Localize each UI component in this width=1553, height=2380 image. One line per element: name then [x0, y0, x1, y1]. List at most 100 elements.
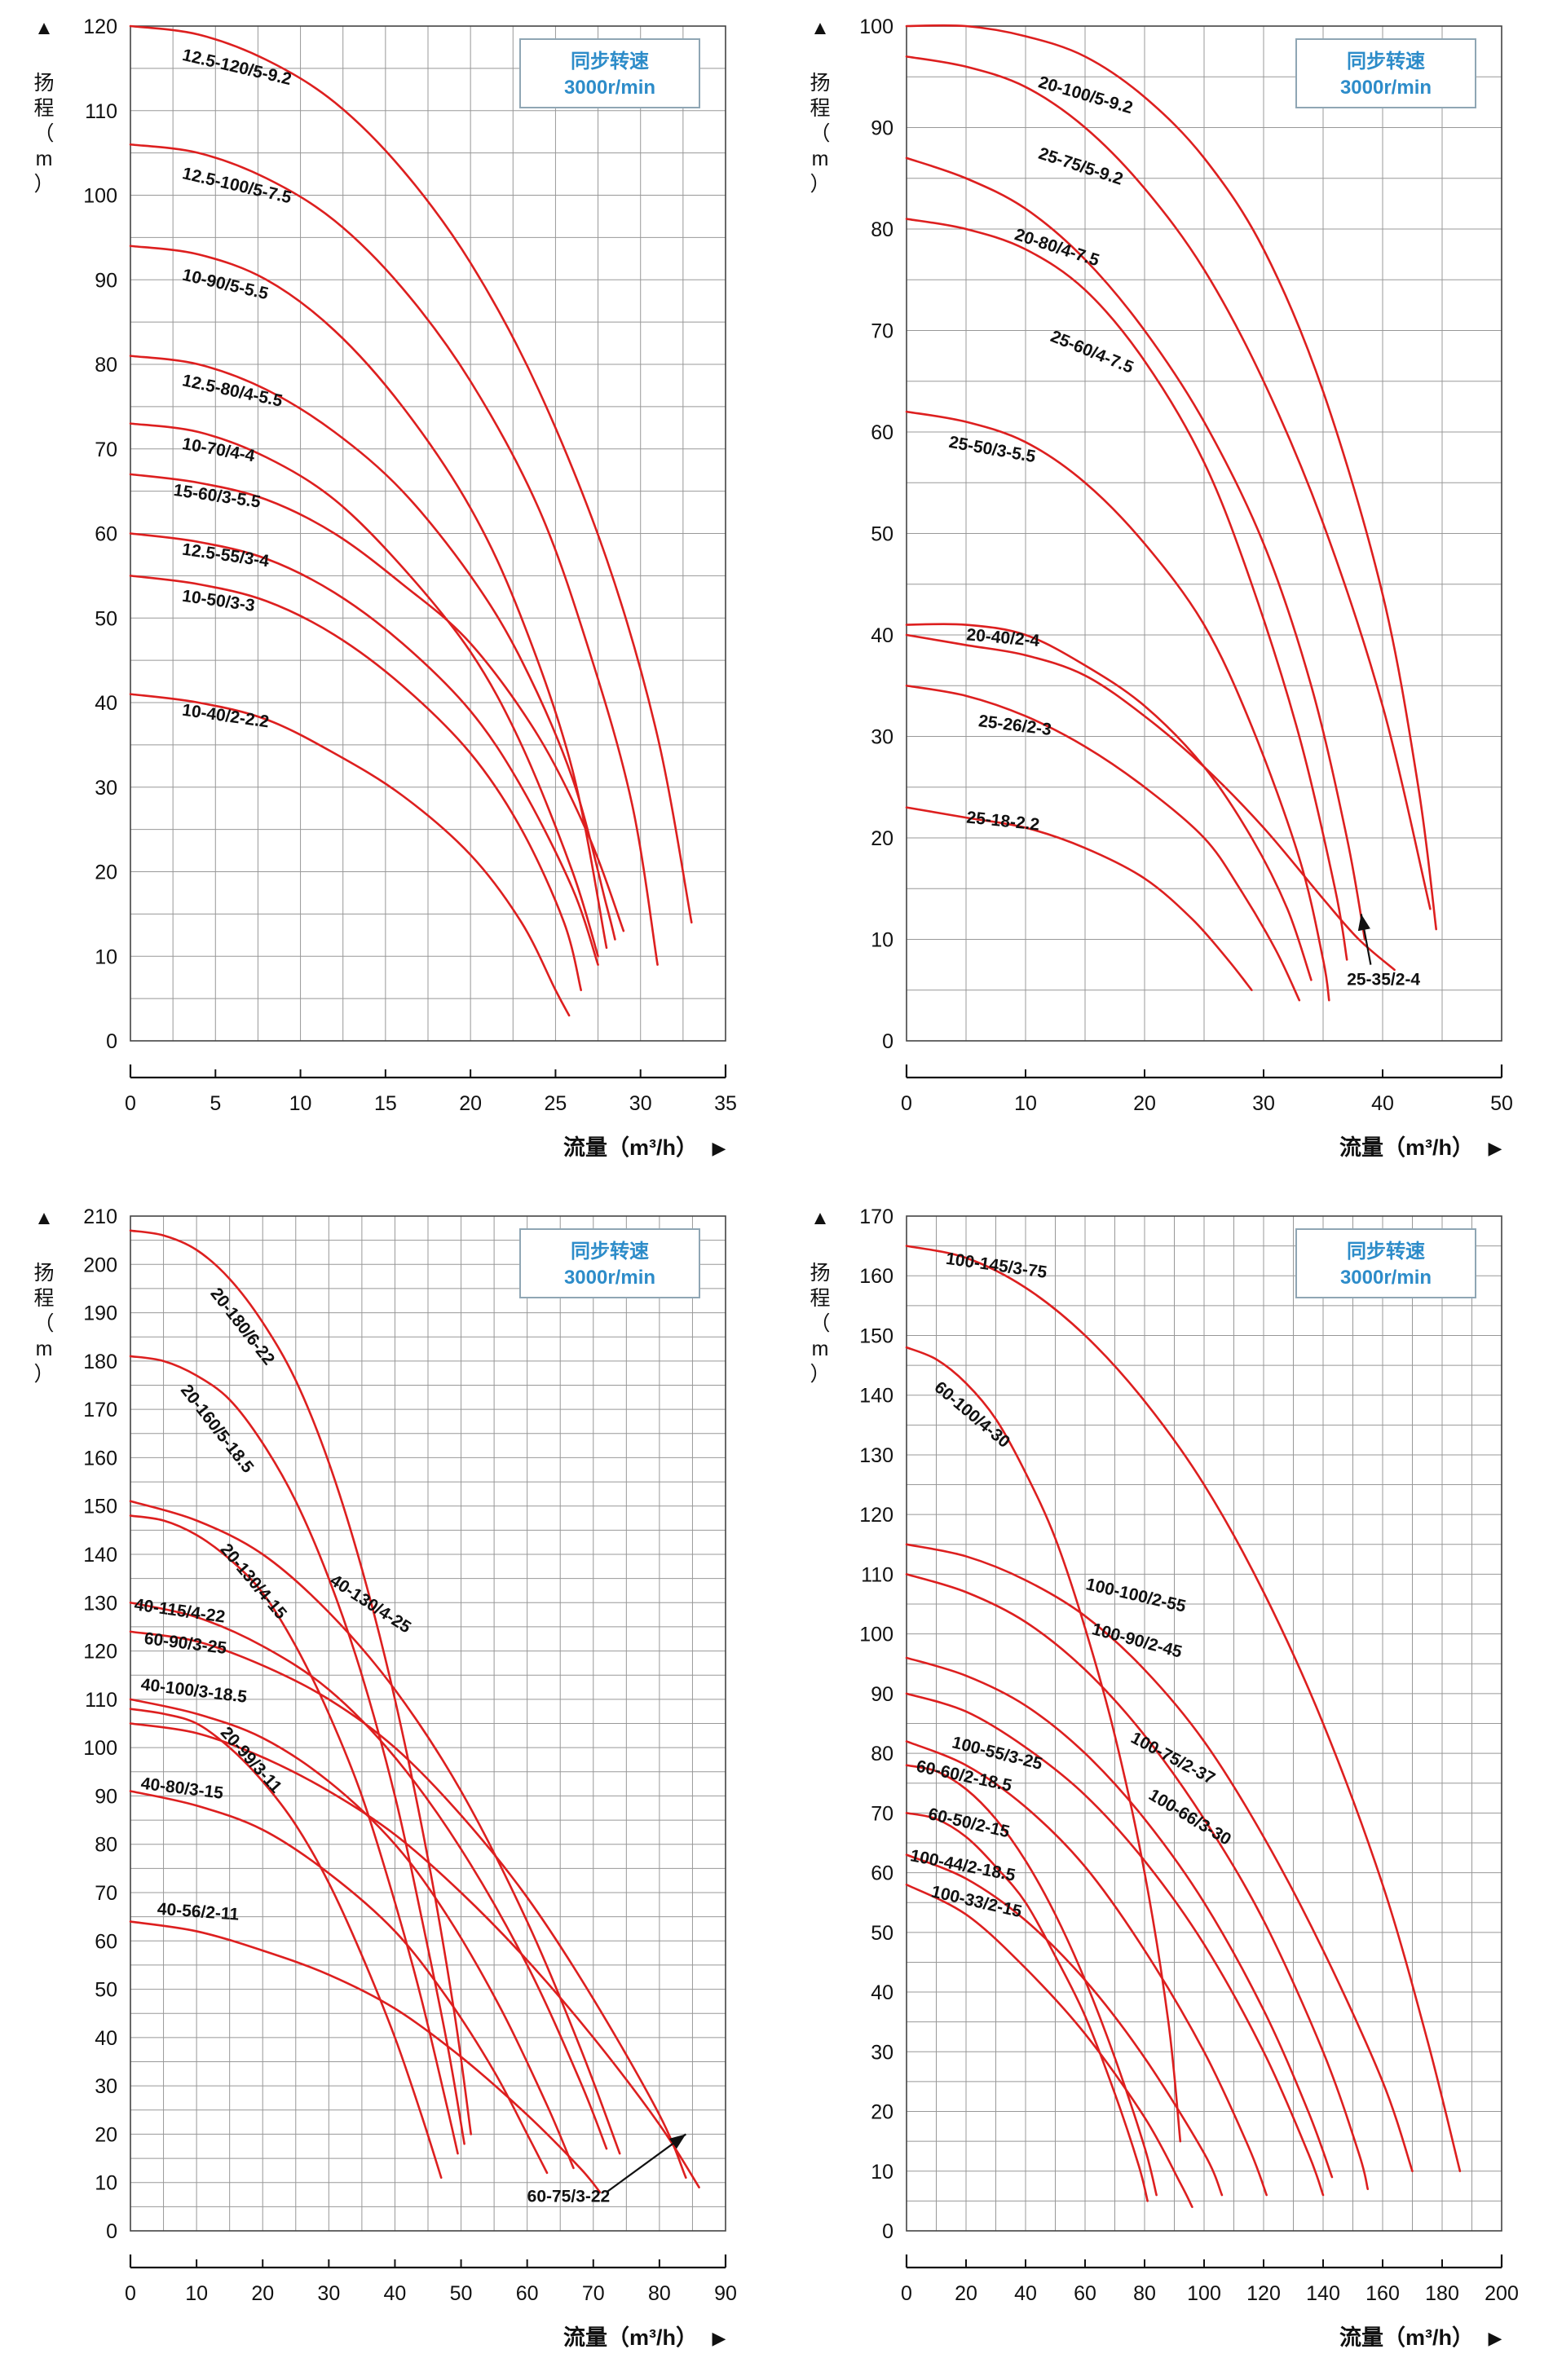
curve-label: 25-75/5-9.2 — [1036, 144, 1125, 189]
x-tick-label: 40 — [1371, 1092, 1394, 1115]
x-tick-label: 20 — [955, 2282, 977, 2305]
curve-25-18-2.2 — [905, 806, 1253, 992]
curve-10-50/3-3 — [129, 575, 583, 992]
curve-20-100/5-9.2 — [905, 24, 1437, 931]
x-axis-arrow-icon: ▶ — [713, 1138, 726, 1158]
curve-40-100/3-18.5 — [129, 1698, 575, 2170]
x-tick-label: 0 — [901, 1092, 912, 1115]
annotation-label: 60-75/3-22 — [527, 2187, 611, 2206]
x-tick-label: 20 — [251, 2282, 274, 2305]
y-axis-labels: 0 10 20 30 40 50 60 70 80 90 100 110 120 130 140 150 160… — [33, 1205, 117, 2243]
x-tick-label: 100 — [1187, 2282, 1221, 2305]
annotation-label: 25-35/2-4 — [1347, 971, 1420, 989]
y-tick-label: 10 — [871, 2161, 893, 2184]
y-axis-title: ） — [810, 1363, 830, 1386]
curves — [905, 1245, 1462, 2209]
chart-cell-top-left: 0 10 20 30 40 50 60 70 80 90 100 110 120 ▲ 扬程（ m ） 0 5 10 15… — [0, 0, 776, 1190]
y-axis-title: ） — [33, 1363, 54, 1386]
x-axis-arrow-icon: ▶ — [1489, 2328, 1502, 2348]
x-axis: 0 10 20 30 40 50 流量（m³/h） ▶ — [901, 1064, 1513, 1160]
sync-speed-value: 3000r/min — [1340, 77, 1432, 99]
y-tick-label: 90 — [871, 1683, 893, 1706]
x-axis-title: 流量（m³/h） — [1339, 2325, 1474, 2350]
y-axis-arrow-icon: ▲ — [34, 17, 54, 39]
pump-curve-chart-top-left: 0 10 20 30 40 50 60 70 80 90 100 110 120 ▲ 扬程（ m ） 0 5 10 15… — [33, 15, 737, 1160]
y-tick-label: 10 — [871, 929, 893, 952]
y-tick-label: 110 — [861, 1563, 893, 1586]
x-tick-label: 0 — [125, 1092, 136, 1115]
curve-100-100/2-55 — [905, 1543, 1414, 2173]
y-tick-label: 70 — [871, 320, 893, 343]
x-tick-label: 40 — [384, 2282, 407, 2305]
x-tick-label: 140 — [1306, 2282, 1340, 2305]
y-axis-title: （ — [33, 1312, 54, 1335]
curve-label: 25-18-2.2 — [965, 808, 1040, 834]
curve-40-56/2-11 — [129, 1920, 602, 2193]
annotation-arrow — [606, 2133, 686, 2193]
x-axis: 0 10 20 30 40 50 60 70 80 90 流量（m³/h） ▶ — [125, 2254, 737, 2350]
y-axis-labels: 0 10 20 30 40 50 60 70 80 90 100 ▲ 扬程（ m ） — [810, 15, 893, 1053]
curve-label: 12.5-120/5-9.2 — [180, 46, 293, 89]
y-tick-label: 190 — [83, 1302, 117, 1325]
sync-speed-value: 3000r/min — [564, 77, 655, 99]
curve-100-66/3-30 — [905, 1692, 1325, 2197]
y-tick-label: 130 — [83, 1592, 117, 1615]
y-tick-label: 10 — [95, 945, 117, 968]
x-tick-label: 40 — [1014, 2282, 1037, 2305]
plot-border — [906, 1215, 1502, 2232]
x-tick-label: 180 — [1425, 2282, 1459, 2305]
chart-cell-bottom-right: 0 10 20 30 40 50 60 70 80 90 100 110 120 130 140 150 160… — [776, 1190, 1553, 2380]
y-tick-label: 90 — [871, 117, 893, 140]
y-axis-title: 扬 — [33, 72, 54, 95]
curve-label: 60-50/2-15 — [926, 1805, 1011, 1841]
curve-60-90/3-25 — [129, 1630, 687, 2179]
sync-speed-box: 同步转速 3000r/min — [1295, 1228, 1476, 1298]
x-axis-arrow-icon: ▶ — [713, 2328, 726, 2348]
y-tick-label: 100 — [859, 1624, 893, 1646]
y-tick-label: 170 — [859, 1205, 893, 1228]
x-axis-title: 流量（m³/h） — [563, 1135, 698, 1160]
curve-label: 100-44/2-18.5 — [909, 1846, 1017, 1885]
x-tick-label: 60 — [1074, 2282, 1096, 2305]
curve-20-180/6-22 — [129, 1229, 473, 2135]
plot-border — [906, 25, 1502, 1042]
sync-speed-box: 同步转速 3000r/min — [519, 1228, 700, 1298]
curve-12.5-80/4-5.5 — [129, 355, 616, 941]
curves — [905, 24, 1437, 1002]
curve-label: 25-50/3-5.5 — [947, 433, 1037, 466]
x-tick-label: 15 — [374, 1092, 397, 1115]
y-axis-labels: 0 10 20 30 40 50 60 70 80 90 100 110 120 130 140 150 160… — [810, 1205, 893, 2243]
curve-label: 40-80/3-15 — [140, 1774, 225, 1803]
y-tick-label: 210 — [83, 1205, 117, 1228]
curve-label: 20-180/6-22 — [206, 1285, 278, 1368]
y-tick-label: 60 — [871, 421, 893, 444]
curve-label: 100-75/2-37 — [1127, 1729, 1218, 1788]
sync-speed-label: 同步转速 — [1347, 50, 1425, 73]
y-axis-title: 扬 — [33, 1262, 54, 1285]
curve-label: 20-100/5-9.2 — [1036, 73, 1135, 117]
x-tick-label: 0 — [125, 2282, 136, 2305]
y-tick-label: 60 — [95, 1930, 117, 1953]
x-axis: 0 5 10 15 20 25 30 35 流量（m³/h） ▶ — [125, 1064, 737, 1160]
y-tick-label: 90 — [95, 269, 117, 292]
curve-40-115/4-22 — [129, 1601, 608, 2150]
curve-100-33/2-15 — [905, 1883, 1193, 2209]
curve-25-50/3-5.5 — [905, 410, 1330, 1002]
y-tick-label: 0 — [106, 2220, 117, 2243]
grid — [906, 25, 1502, 1042]
y-tick-label: 100 — [859, 15, 893, 38]
y-axis-title: （ — [810, 1312, 830, 1335]
curve-10-70/4-4 — [129, 422, 599, 958]
y-axis-title: 程 — [33, 1287, 54, 1310]
curve-label: 100-145/3-75 — [945, 1250, 1048, 1282]
x-tick-label: 80 — [648, 2282, 671, 2305]
y-tick-label: 60 — [95, 523, 117, 546]
y-tick-label: 160 — [859, 1265, 893, 1288]
y-tick-label: 90 — [95, 1785, 117, 1808]
curve-label: 100-90/2-45 — [1090, 1620, 1185, 1662]
curve-40-80/3-15 — [129, 1790, 549, 2175]
y-axis-title: m — [812, 148, 829, 170]
y-tick-label: 120 — [859, 1504, 893, 1527]
y-tick-label: 160 — [83, 1447, 117, 1470]
